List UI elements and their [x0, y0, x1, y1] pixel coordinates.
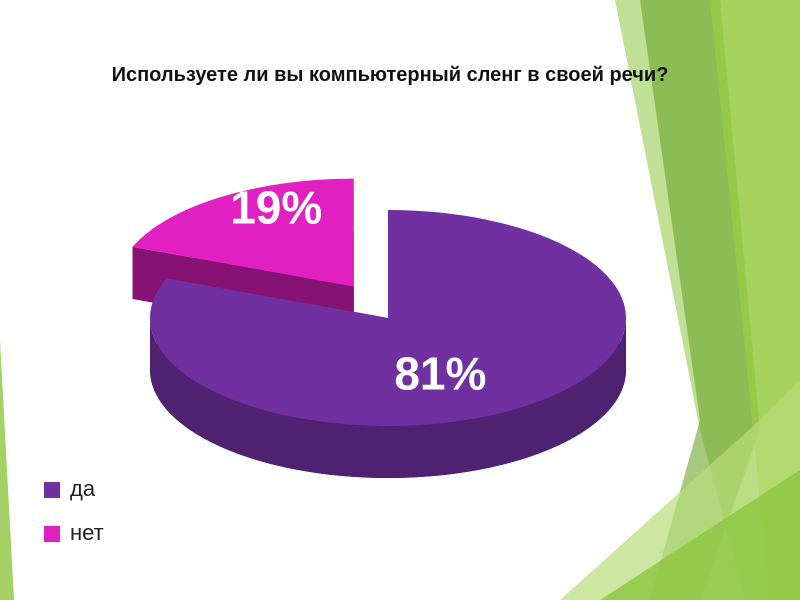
slice-side	[150, 318, 626, 478]
legend-label: да	[70, 476, 96, 501]
legend-swatch	[44, 482, 60, 498]
slice-top	[132, 178, 354, 287]
value-label: 19%	[230, 182, 322, 234]
legend-label: нет	[70, 520, 104, 545]
value-label: 81%	[394, 348, 486, 400]
legend-swatch	[44, 526, 60, 542]
pie-slice	[149, 210, 627, 478]
chart-title: Используете ли вы компьютерный сленг в с…	[111, 64, 669, 86]
slice-top	[149, 210, 627, 426]
